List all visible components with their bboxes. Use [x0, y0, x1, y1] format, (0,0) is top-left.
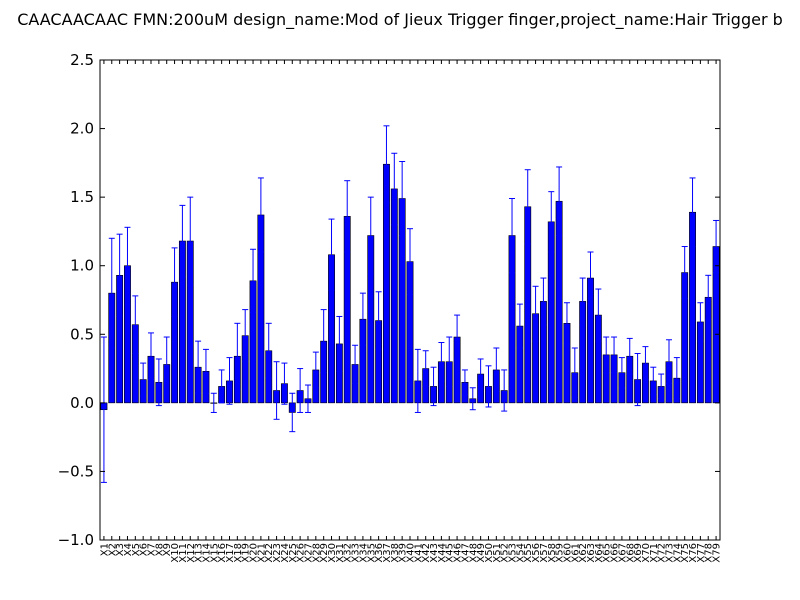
x-tick-label: X7: [147, 543, 158, 556]
x-tick-label: X70: [641, 543, 652, 563]
x-tick-label: X67: [617, 543, 628, 563]
y-tick-label: 0.0: [70, 394, 94, 412]
chart-title: CAACAACAAC FMN:200uM design_name:Mod of …: [17, 10, 783, 30]
x-tick-label: X63: [586, 543, 597, 563]
plot-area: [100, 125, 720, 483]
x-tick-label: X41: [413, 543, 424, 563]
x-tick-label: X42: [421, 543, 432, 563]
x-tick-label: X4: [123, 543, 134, 556]
y-tick-label: 1.5: [70, 188, 94, 206]
x-tick-label: X20: [249, 543, 260, 563]
x-tick-label: X46: [453, 543, 464, 563]
x-tick-label: X35: [366, 543, 377, 563]
x-tick-label: X72: [657, 543, 668, 563]
y-tick-label: −1.0: [58, 531, 94, 549]
y-tick-label: 0.5: [70, 325, 94, 343]
x-tick-label: X60: [562, 543, 573, 563]
x-tick-label: X37: [382, 543, 393, 563]
y-tick-label: 1.0: [70, 257, 94, 275]
y-tick-label: −0.5: [58, 462, 94, 480]
x-tick-label: X6: [139, 543, 150, 556]
x-tick-label: X31: [335, 543, 346, 563]
x-tick-label: X53: [508, 543, 519, 563]
x-tick-label: X34: [358, 543, 369, 563]
x-tick-label: X15: [209, 543, 220, 563]
x-tick-label: X9: [162, 543, 173, 556]
x-tick-label: X19: [241, 543, 252, 563]
x-tick-label: X59: [555, 543, 566, 563]
x-tick-label: X17: [225, 543, 236, 563]
x-tick-label: X24: [280, 543, 291, 563]
x-tick-label: X27: [303, 543, 314, 563]
x-tick-label: X25: [288, 543, 299, 563]
x-tick-label: X52: [500, 543, 511, 563]
x-tick-label: X65: [602, 543, 613, 563]
x-tick-label: X61: [570, 543, 581, 563]
x-tick-label: X47: [460, 543, 471, 563]
x-tick-label: X36: [374, 543, 385, 563]
x-tick-label: X64: [594, 543, 605, 563]
x-tick-label: X45: [445, 543, 456, 563]
x-tick-label: X5: [131, 543, 142, 556]
x-tick-label: X18: [233, 543, 244, 563]
x-tick-label: X2: [107, 543, 118, 556]
x-tick-label: X33: [351, 543, 362, 563]
x-tick-label: X73: [664, 543, 675, 563]
x-tick-label: X51: [492, 543, 503, 563]
x-tick-label: X74: [672, 543, 683, 563]
x-tick-label: X22: [264, 543, 275, 563]
x-tick-label: X50: [484, 543, 495, 563]
x-tick-label: X68: [625, 543, 636, 563]
x-tick-label: X21: [256, 543, 267, 563]
x-tick-label: X71: [649, 543, 660, 563]
x-tick-label: X75: [680, 543, 691, 563]
x-tick-label: X11: [178, 543, 189, 563]
x-tick-label: X1: [99, 543, 110, 556]
x-tick-label: X30: [327, 543, 338, 563]
x-tick-label: X29: [319, 543, 330, 563]
x-tick-label: X54: [515, 543, 526, 563]
x-tick-label: X66: [610, 543, 621, 563]
x-tick-label: X62: [578, 543, 589, 563]
x-tick-label: X78: [704, 543, 715, 563]
x-tick-label: X76: [688, 543, 699, 563]
x-tick-label: X16: [217, 543, 228, 563]
x-tick-label: X14: [201, 543, 212, 563]
x-tick-label: X49: [476, 543, 487, 563]
y-tick-label: 2.5: [70, 51, 94, 69]
x-tick-label: X8: [154, 543, 165, 556]
x-tick-label: X79: [712, 543, 723, 563]
x-tick-label: X3: [115, 543, 126, 556]
x-tick-label: X12: [186, 543, 197, 563]
x-tick-label: X77: [696, 543, 707, 563]
x-tick-label: X56: [531, 543, 542, 563]
x-tick-label: X58: [547, 543, 558, 563]
x-tick-label: X48: [468, 543, 479, 563]
x-tick-label: X40: [406, 543, 417, 563]
x-tick-label: X39: [398, 543, 409, 563]
x-tick-label: X13: [194, 543, 205, 563]
x-tick-label: X32: [343, 543, 354, 563]
y-tick-label: 2.0: [70, 120, 94, 138]
x-tick-label: X10: [170, 543, 181, 563]
x-tick-label: X57: [539, 543, 550, 563]
x-tick-label: X44: [437, 543, 448, 563]
x-tick-label: X28: [311, 543, 322, 563]
x-tick-label: X69: [633, 543, 644, 563]
x-tick-label: X43: [429, 543, 440, 563]
x-tick-label: X38: [390, 543, 401, 563]
x-tick-label: X23: [272, 543, 283, 563]
x-tick-label: X55: [523, 543, 534, 563]
x-tick-label: X26: [296, 543, 307, 563]
